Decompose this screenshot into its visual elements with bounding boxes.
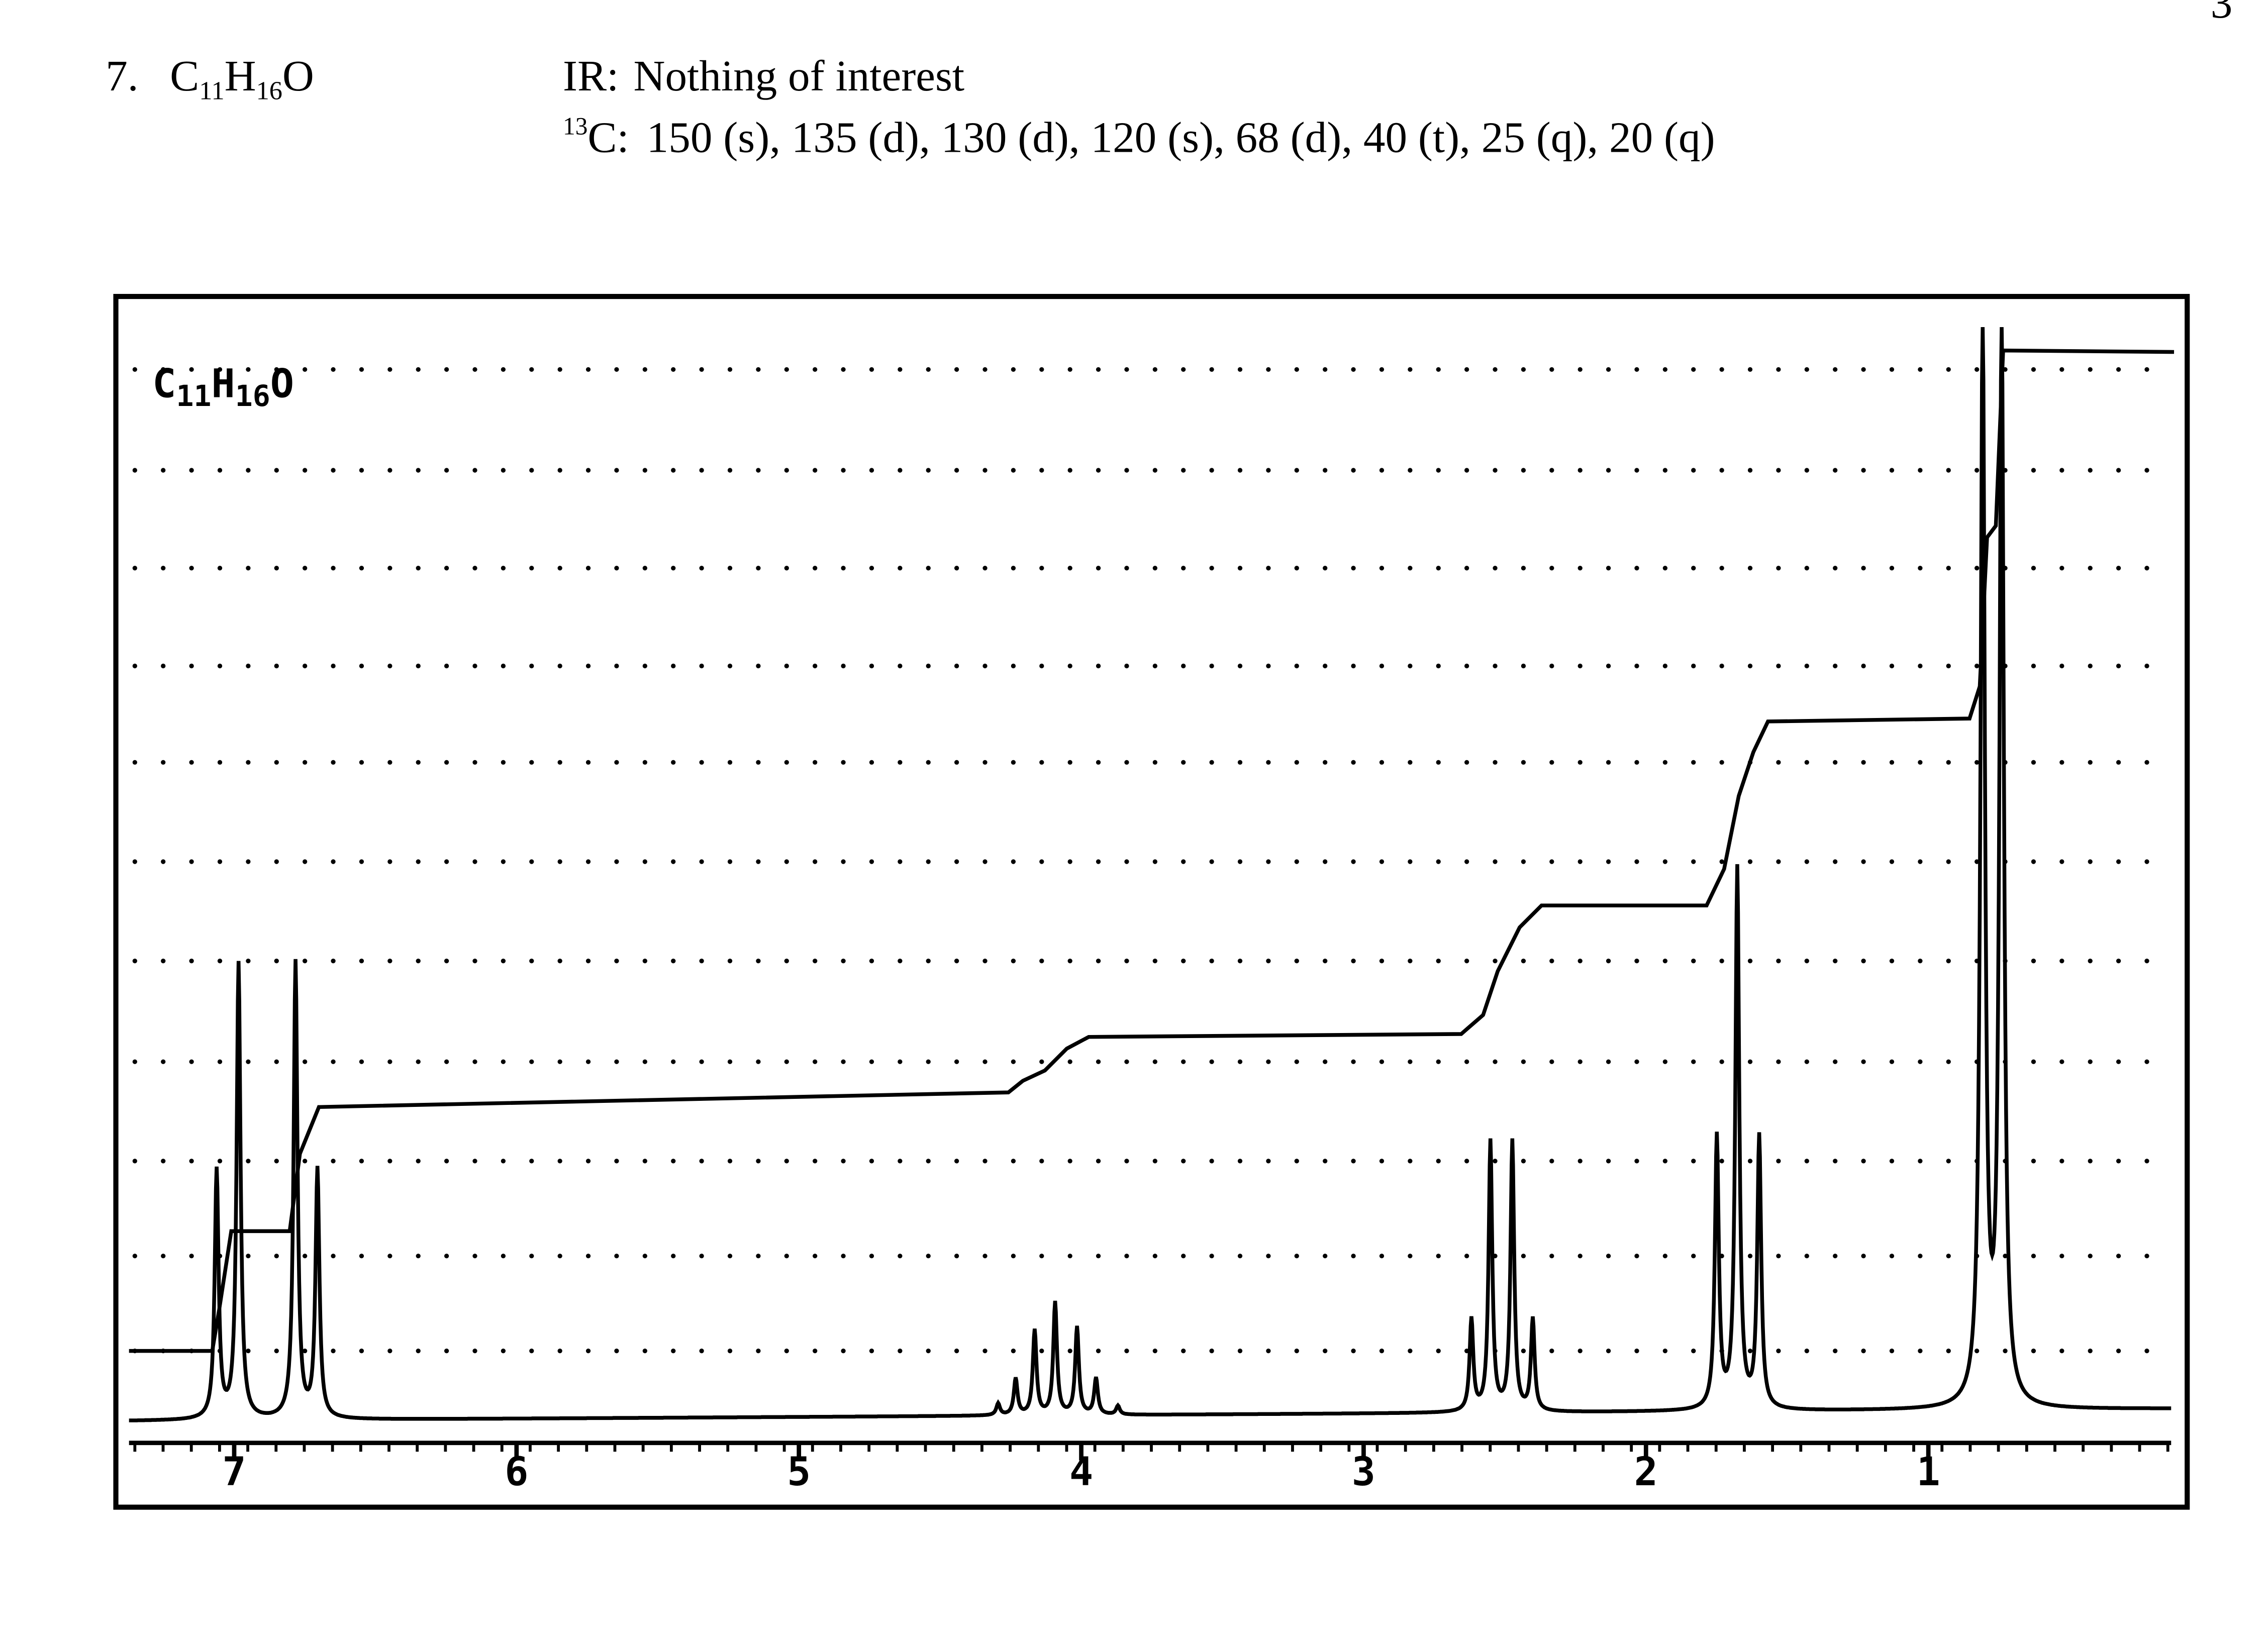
formula-part: H bbox=[225, 51, 256, 100]
spectrum-label: C11H16O bbox=[152, 361, 294, 413]
label-sub: 16 bbox=[235, 379, 270, 413]
label-sub: 11 bbox=[176, 379, 211, 413]
axis-label: 3 bbox=[1352, 1449, 1375, 1495]
formula-sub: 16 bbox=[256, 76, 282, 106]
c13-text: 150 (s), 135 (d), 130 (d), 120 (s), 68 (… bbox=[647, 113, 1715, 161]
formula: C11H16O bbox=[170, 51, 314, 105]
axis-label: 4 bbox=[1069, 1449, 1093, 1495]
page-number: 3 bbox=[2211, 0, 2233, 27]
c13-mass: 13 bbox=[563, 112, 587, 140]
label-part: H bbox=[211, 361, 235, 407]
spectrum-frame bbox=[113, 293, 2190, 1510]
axis-label: 5 bbox=[787, 1449, 811, 1495]
axis-label: 1 bbox=[1917, 1449, 1940, 1495]
problem-number: 7. bbox=[106, 51, 138, 100]
formula-part: O bbox=[282, 51, 314, 100]
axis-label: 7 bbox=[222, 1449, 246, 1495]
spectrum-trace bbox=[129, 327, 2172, 1422]
ir-label: IR: bbox=[563, 51, 619, 100]
ir-line: IR: Nothing of interest bbox=[563, 51, 964, 100]
integral-trace bbox=[129, 348, 2175, 1353]
c13-line: 13C: 150 (s), 135 (d), 130 (d), 120 (s), … bbox=[563, 112, 1715, 161]
axis-label: 6 bbox=[505, 1449, 528, 1495]
formula-part: C bbox=[170, 51, 199, 100]
formula-sub: 11 bbox=[199, 76, 224, 106]
spectrum: C11H16O 7 6 5 4 3 2 1 bbox=[113, 293, 2190, 1510]
axis-label: 2 bbox=[1634, 1449, 1658, 1495]
label-part: O bbox=[270, 361, 294, 407]
c13-label: C: bbox=[587, 113, 629, 161]
ir-text: Nothing of interest bbox=[633, 51, 964, 100]
